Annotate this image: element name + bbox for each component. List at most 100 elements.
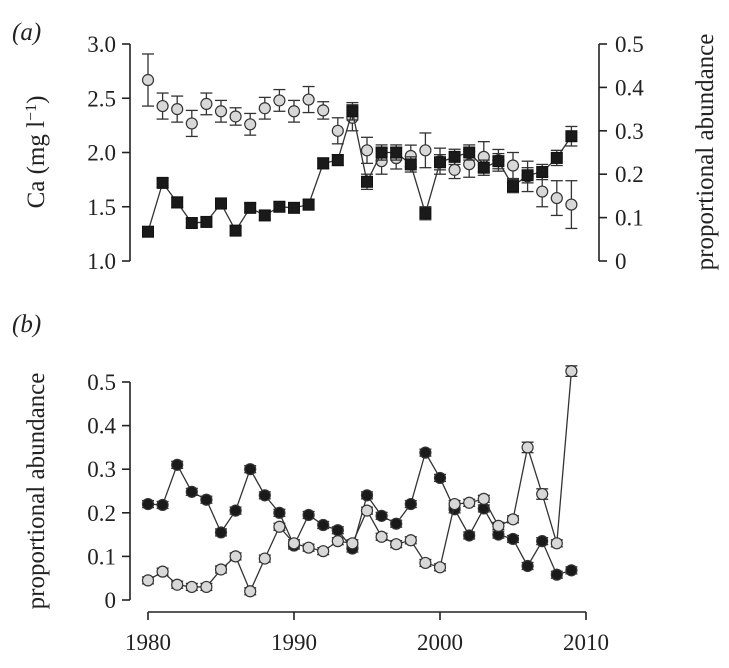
panel-b-series-1-point (287, 537, 301, 550)
panel-a-right-tick-label: 0.1 (615, 206, 644, 231)
panel-a-series-1-point (565, 130, 578, 143)
panel-a-right-tick-label: 0 (615, 249, 627, 274)
panel-a-left-tick-label: 1.0 (87, 249, 116, 274)
panel-b-series-0-point (229, 504, 242, 517)
panel-b-series-0-point (171, 458, 184, 471)
panel-a-series-1-point (463, 146, 476, 159)
panel-a-series-0-point (200, 97, 213, 110)
panel-a-marks (141, 53, 578, 238)
panel-a-left-tick-label: 2.5 (87, 86, 116, 111)
panel-b-series-1-point (390, 538, 403, 551)
panel-b-y-tick-label: 0 (105, 588, 117, 613)
panel-a-series-1-point (200, 215, 213, 228)
panel-b-y-tick-label: 0.2 (87, 501, 116, 526)
panel-b-series-1-point (331, 535, 344, 548)
panel-b-series-1-point (273, 520, 286, 533)
panel-b-y-tick-label: 0.3 (87, 457, 116, 482)
panel-a-series-1-point (390, 146, 403, 159)
panel-b-series-1-point (433, 561, 447, 574)
panel-b-series-1-point (463, 496, 476, 509)
panel-b-series-1-point (302, 541, 315, 554)
panel-b-series-1-point (229, 550, 242, 563)
panel-a-series-0-point (258, 102, 271, 115)
panel-a-series-1-point (171, 196, 184, 209)
panel-b-series-1-point (521, 441, 534, 454)
panel-a-series-0-point (156, 99, 169, 113)
panel-b-series-1-point (258, 552, 271, 565)
panel-a-series-1-point (536, 166, 549, 179)
panel-b-series-0-point (302, 508, 315, 522)
panel-a-series-1-point (215, 197, 227, 210)
panel-a-series-0-point (171, 102, 184, 116)
panel-b-series-1-line (147, 371, 573, 593)
panel-b-series-0-point (156, 498, 169, 512)
panel-a-series-1-point (273, 200, 286, 213)
panel-b-series-1-point (360, 504, 374, 517)
panel-b-series-0-point (565, 564, 578, 577)
panel-a-series-0-point (141, 73, 155, 87)
panel-a-series-1-point (477, 161, 490, 174)
panel-b-series-1-point (565, 365, 578, 378)
panel-a-series-1-point (550, 151, 563, 164)
panel-b-marks (141, 365, 578, 598)
panel-a-series-0-point (565, 198, 578, 211)
panel-a-series-1-point (507, 180, 519, 193)
panel-b-axes: 0 0.1 0.2 0.3 0.4 0.5 1980 1990 2000 2010 (87, 370, 609, 655)
panel-b-series-1-point (346, 537, 359, 550)
panel-b-series-0-point (331, 524, 344, 537)
panel-b-series-0-point (433, 471, 447, 485)
panel-a-series-1-line (147, 111, 572, 232)
panel-b-series-1-point (404, 534, 417, 547)
panel-a-series-0-point (360, 144, 374, 157)
panel-b-label: (b) (12, 311, 41, 338)
panel-b-series-0-point (521, 559, 534, 573)
panel-a-series-0-point (448, 163, 461, 176)
panel-b-series-1-point (419, 556, 432, 570)
panel-a-series-0-point (317, 104, 330, 117)
panel-a-series-1-point (185, 217, 198, 230)
panel-a-series-1-point (419, 207, 432, 220)
panel-b-series-1-point (244, 585, 257, 598)
panel-a-series-1-point (317, 157, 330, 170)
panel-b-x-tick-label: 2000 (417, 630, 463, 655)
panel-a-series-1-point (375, 146, 388, 159)
panel-b-series-0-point (390, 517, 403, 530)
panel-a-left-tick-label: 3.0 (87, 32, 116, 57)
panel-a-series-1-point (331, 154, 344, 167)
panel-b-series-0-point (506, 532, 520, 546)
panel-a-series-0-point (214, 105, 228, 118)
panel-a-series-0-point (302, 93, 315, 106)
panel-b-series-0-point (360, 489, 374, 502)
panel-b-series-1-point (214, 563, 228, 576)
panel-b-y-tick-label: 0.4 (87, 414, 116, 439)
panel-b-series-1-point (185, 580, 198, 594)
panel-a-series-0-point (273, 94, 286, 107)
panel-b-x-tick-label: 2010 (563, 630, 609, 655)
panel-b-y-tick-label: 0.5 (87, 370, 116, 395)
panel-b-series-0-point (375, 509, 388, 522)
panel-a-series-1-point (492, 155, 505, 168)
panel-a-series-1-point (346, 105, 359, 118)
panel-a-series-1-point (229, 224, 242, 237)
panel-a-series-0-point (287, 105, 301, 118)
panel-b-series-0-point (404, 497, 417, 511)
panel-b: (b) proportional abundance 0 0.1 0.2 0.3 0.4… (12, 311, 609, 655)
panel-b-series-0-point (536, 535, 549, 548)
panel-b-ylabel: proportional abundance (23, 373, 50, 610)
panel-b-series-0-point (141, 497, 155, 511)
panel-b-series-1-point (375, 530, 388, 543)
panel-a-series-1-point (434, 156, 446, 169)
panel-b-series-0-point (244, 463, 257, 476)
panel-b-series-0-point (273, 506, 286, 519)
panel-a-series-0-point (550, 191, 563, 205)
panel-a-right-tick-label: 0.2 (615, 162, 644, 187)
panel-b-series-0-line (147, 450, 572, 576)
panel-a-series-1-point (404, 158, 417, 171)
panel-b-series-1-point (156, 565, 169, 578)
panel-b-series-0-point (258, 489, 271, 502)
panel-a-label: (a) (12, 19, 41, 46)
panel-b-series-1-point (171, 578, 184, 591)
panel-a-series-0-point (185, 117, 198, 130)
panel-b-series-1-point (506, 513, 520, 526)
